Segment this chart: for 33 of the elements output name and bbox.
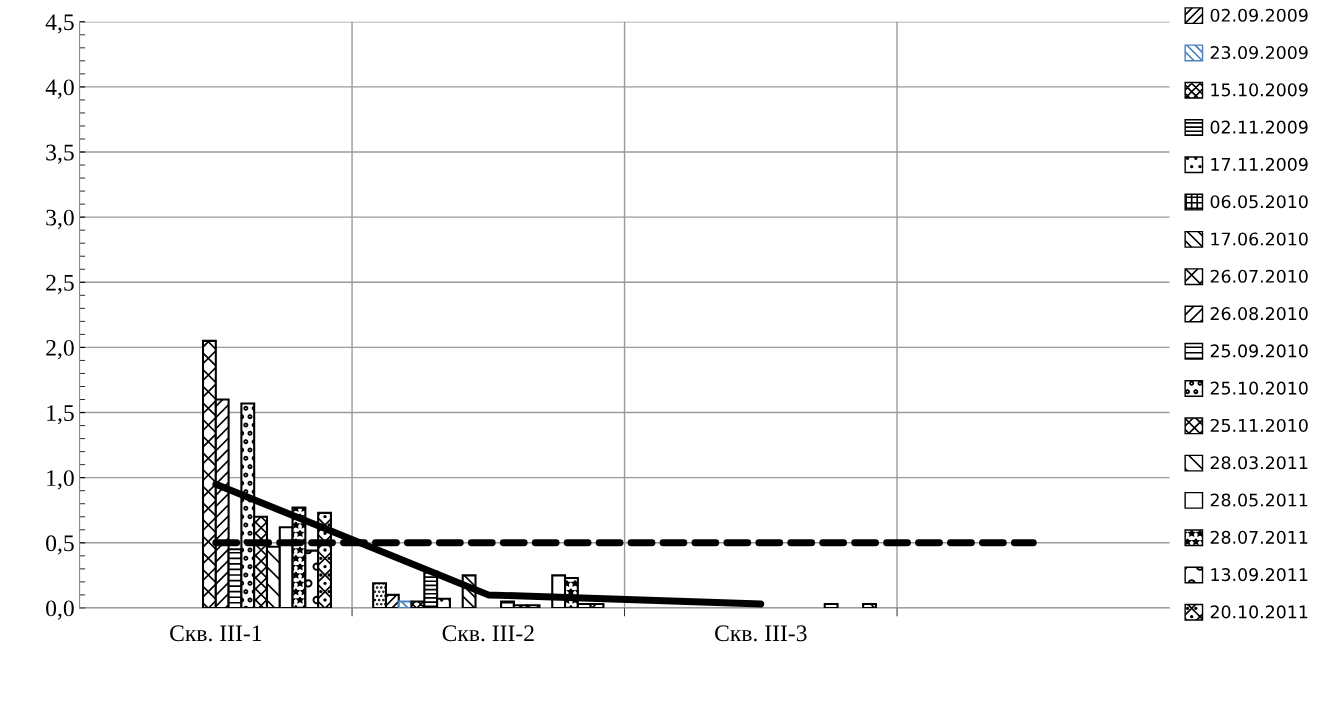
- legend-label: 28.07.2011: [1210, 530, 1308, 544]
- bar: [823, 602, 839, 608]
- legend-label: 28.03.2011: [1210, 456, 1308, 470]
- legend-label: 17.11.2009: [1211, 157, 1308, 171]
- legend-label: 25.10.2010: [1210, 381, 1308, 395]
- x-tick-label: Скв. III-2: [442, 625, 534, 642]
- legend-label: 17.06.2010: [1211, 232, 1308, 246]
- legend-label: 15.10.2009: [1211, 83, 1308, 97]
- legend-label: 23.09.2009: [1210, 45, 1308, 60]
- y-tick-label: 1,5: [47, 405, 74, 425]
- legend-label: 20.10.2011: [1210, 605, 1308, 619]
- legend-label: 02.11.2009: [1210, 120, 1308, 134]
- bar: [397, 600, 413, 608]
- legend-label: 06.05.2010: [1210, 195, 1308, 209]
- legend-label: 28.05.2011: [1210, 493, 1308, 507]
- y-tick-label: 3,5: [46, 144, 74, 164]
- y-tick-label: 4,5: [45, 14, 74, 34]
- x-tick-label: Скв. III-1: [170, 625, 262, 642]
- y-tick-label: 2,0: [46, 339, 74, 360]
- bar: [862, 602, 877, 608]
- y-tick-label: 3,0: [46, 209, 74, 229]
- y-tick-label: 4,0: [45, 79, 74, 99]
- y-tick-label: 2,5: [46, 274, 74, 295]
- y-tick-label: 0,0: [46, 600, 74, 620]
- legend-label: 25.11.2010: [1210, 418, 1308, 433]
- x-tick-label: Скв. III-3: [715, 625, 807, 642]
- legend-label: 26.07.2010: [1210, 269, 1308, 283]
- legend-label: 25.09.2010: [1210, 344, 1308, 358]
- legend-label: 13.09.2011: [1211, 568, 1308, 582]
- legend-label: 26.08.2010: [1210, 307, 1308, 321]
- y-tick-label: 0,5: [46, 535, 74, 555]
- legend-label: 02.09.2009: [1210, 8, 1308, 22]
- y-tick-label: 1,0: [47, 470, 74, 490]
